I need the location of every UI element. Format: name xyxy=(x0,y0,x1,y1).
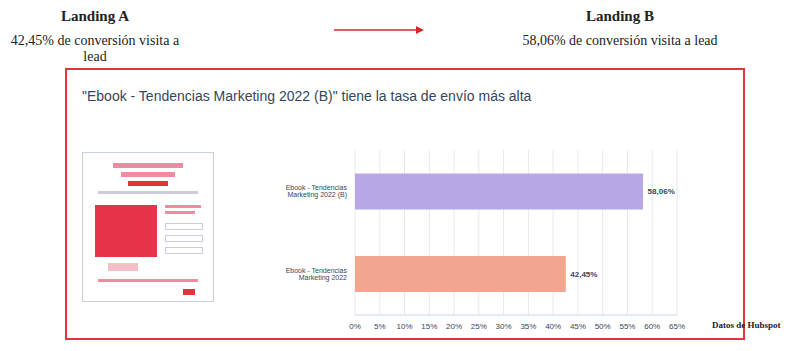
svg-text:45%: 45% xyxy=(570,322,586,331)
html-text:Landing B: Landing B xyxy=(586,8,654,24)
svg-text:0%: 0% xyxy=(349,322,361,331)
svg-text:30%: 30% xyxy=(496,322,512,331)
svg-text:55%: 55% xyxy=(619,322,635,331)
svg-text:20%: 20% xyxy=(446,322,462,331)
html-text:Datos de Hubspot: Datos de Hubspot xyxy=(712,320,781,330)
svg-text:35%: 35% xyxy=(520,322,536,331)
html-text:42,45% de conversión visita a: 42,45% de conversión visita a lead xyxy=(10,33,180,64)
svg-text:15%: 15% xyxy=(421,322,437,331)
svg-text:25%: 25% xyxy=(471,322,487,331)
svg-text:58,06%: 58,06% xyxy=(648,187,675,196)
html-text:Landing A: Landing A xyxy=(61,8,129,24)
svg-text:10%: 10% xyxy=(397,322,413,331)
html-text:"Ebook - Tendencias Marketing: "Ebook - Tendencias Marketing 2022 (B)" … xyxy=(82,88,532,104)
svg-text:50%: 50% xyxy=(595,322,611,331)
svg-text:42,45%: 42,45% xyxy=(570,270,597,279)
svg-text:60%: 60% xyxy=(644,322,660,331)
svg-text:65%: 65% xyxy=(669,322,685,331)
svg-text:5%: 5% xyxy=(374,322,386,331)
svg-text:Ebook - TendenciasMarketing 20: Ebook - TendenciasMarketing 2022 xyxy=(286,267,348,282)
html-text:58,06% de conversión visita a: 58,06% de conversión visita a lead xyxy=(522,33,718,48)
svg-text:40%: 40% xyxy=(545,322,561,331)
svg-text:Ebook - TendenciasMarketing 20: Ebook - TendenciasMarketing 2022 (B) xyxy=(286,184,348,199)
